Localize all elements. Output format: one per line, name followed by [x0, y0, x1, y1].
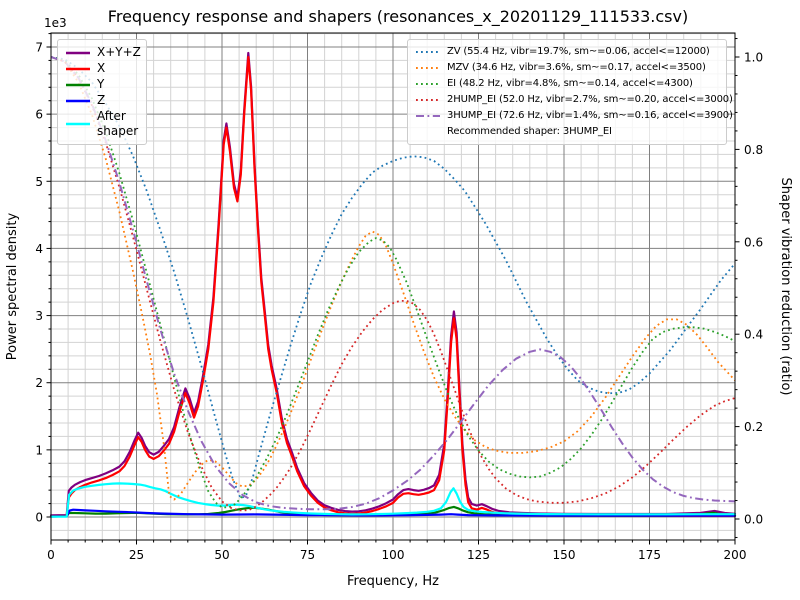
x-tick-label: 125 — [467, 548, 490, 562]
line-swatch-zv — [416, 51, 440, 53]
x-tick-label: 175 — [638, 548, 661, 562]
series-line-z — [49, 508, 737, 518]
x-tick-label: 150 — [553, 548, 576, 562]
line-swatch-z — [66, 99, 90, 102]
legend-entry-after-shaper: After shaper — [65, 109, 139, 139]
line-swatch-x — [66, 67, 90, 70]
legend-entry-2hump-ei: 2HUMP_EI (52.0 Hz, vibr=2.7%, sm~=0.20, … — [415, 92, 733, 108]
legend-label-z: Z — [97, 93, 106, 107]
legend-label-after-shaper: After shaper — [97, 109, 139, 138]
y-right-tick-label: 0.8 — [744, 143, 763, 157]
line-swatch-2hump-ei — [416, 99, 440, 101]
shaper-line-ei — [50, 56, 736, 509]
legend-entry-x: X — [65, 61, 139, 76]
x-axis-label: Frequency, Hz — [347, 574, 439, 589]
legend-psd: X+Y+Z X Y Z After shaper — [57, 39, 147, 145]
legend-label-zv: ZV (55.4 Hz, vibr=19.7%, sm~=0.06, accel… — [447, 46, 710, 57]
legend-entry-3hump-ei: 3HUMP_EI (72.6 Hz, vibr=1.4%, sm~=0.16, … — [415, 108, 733, 124]
series-line-x-y-z — [49, 51, 737, 517]
legend-label-ei: EI (48.2 Hz, vibr=4.8%, sm~=0.14, accel<… — [447, 78, 693, 89]
y-left-tick-label: 0 — [35, 511, 43, 525]
y-right-tick-label: 0.2 — [744, 420, 763, 434]
chart-title: Frequency response and shapers (resonanc… — [107, 7, 689, 26]
y-left-axis-label: Power spectral density — [5, 212, 20, 360]
legend-entry-xyz: X+Y+Z — [65, 45, 141, 60]
y-right-tick-label: 0.6 — [744, 235, 763, 249]
line-swatch-3hump-ei — [416, 115, 440, 117]
y-left-tick-label: 5 — [35, 175, 43, 189]
line-swatch-ei — [416, 83, 440, 85]
y-right-axis-label: Shaper vibration reduction (ratio) — [778, 178, 793, 396]
legend-shapers: ZV (55.4 Hz, vibr=19.7%, sm~=0.06, accel… — [407, 39, 733, 145]
legend-recommended-shaper: Recommended shaper: 3HUMP_EI — [447, 124, 719, 140]
x-tick-label: 100 — [382, 548, 405, 562]
series-line-after-shaper — [49, 482, 737, 518]
y-left-tick-label: 1 — [35, 443, 43, 457]
x-tick-label: 200 — [724, 548, 747, 562]
y-left-tick-label: 3 — [35, 309, 43, 323]
legend-entry-y: Y — [65, 77, 139, 92]
legend-entry-zv: ZV (55.4 Hz, vibr=19.7%, sm~=0.06, accel… — [415, 44, 719, 60]
line-swatch-y — [66, 83, 90, 86]
y-right-tick-label: 0.4 — [744, 328, 763, 342]
legend-label-x: X — [97, 61, 106, 75]
legend-label-y: Y — [97, 77, 105, 91]
legend-entry-z: Z — [65, 93, 139, 108]
y-right-tick-label: 1.0 — [744, 51, 763, 65]
y-right-tick-label: 0.0 — [744, 513, 763, 527]
x-tick-label: 50 — [214, 548, 229, 562]
shaper-line-2hump-ei — [50, 56, 736, 512]
x-tick-label: 75 — [300, 548, 315, 562]
shaper-line-3hump-ei — [50, 56, 736, 511]
legend-label-3hump-ei: 3HUMP_EI (72.6 Hz, vibr=1.4%, sm~=0.16, … — [447, 110, 733, 121]
y-left-tick-label: 6 — [35, 108, 43, 122]
line-swatch-xyz — [66, 51, 90, 54]
y-left-tick-label: 2 — [35, 376, 43, 390]
legend-label-2hump-ei: 2HUMP_EI (52.0 Hz, vibr=2.7%, sm~=0.20, … — [447, 94, 733, 105]
legend-label-xyz: X+Y+Z — [97, 45, 141, 59]
legend-entry-ei: EI (48.2 Hz, vibr=4.8%, sm~=0.14, accel<… — [415, 76, 719, 92]
y-left-tick-label: 7 — [35, 41, 43, 55]
series-line-x — [49, 55, 737, 518]
y-left-tick-label: 4 — [35, 242, 43, 256]
legend-label-mzv: MZV (34.6 Hz, vibr=3.6%, sm~=0.17, accel… — [447, 62, 706, 73]
y-axis-offset-text: 1e3 — [44, 16, 67, 30]
line-swatch-mzv — [416, 67, 440, 69]
line-swatch-after-shaper — [66, 122, 90, 126]
x-tick-label: 0 — [47, 548, 55, 562]
legend-entry-mzv: MZV (34.6 Hz, vibr=3.6%, sm~=0.17, accel… — [415, 60, 719, 76]
x-tick-label: 25 — [129, 548, 144, 562]
recommended-shaper-text: Recommended shaper: 3HUMP_EI — [447, 126, 612, 137]
